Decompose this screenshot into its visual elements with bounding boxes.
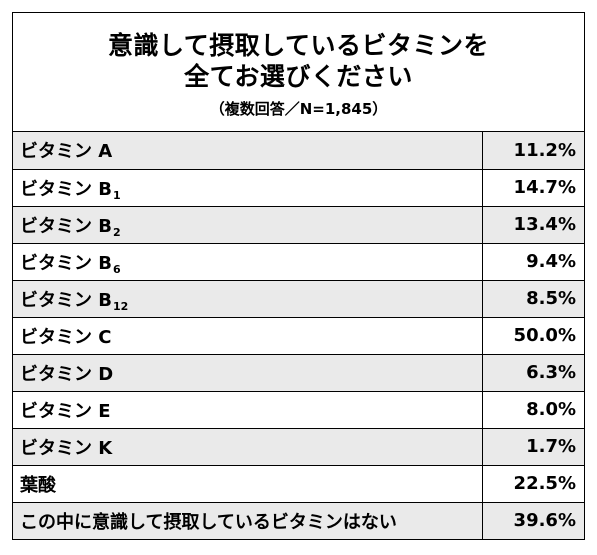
row-label-text: ビタミン B [20,215,112,237]
row-value: 6.3% [481,353,584,391]
data-table: ビタミン A 11.2% ビタミン B1 14.7% ビタミン B2 13.4% ビタミン … [13,132,584,539]
row-label-text: ビタミン B [20,289,112,311]
row-label-text: ビタミン K [20,437,113,459]
row-value: 14.7% [481,168,584,206]
row-label-text: この中に意識して摂取しているビタミンはない [20,511,397,533]
row-value: 8.0% [481,390,584,428]
row-label: ビタミン D [13,353,482,391]
row-label-subscript: 12 [113,299,129,313]
row-value: 9.4% [481,242,584,280]
table-row: ビタミン K 1.7% [13,427,584,465]
table-row: ビタミン A 11.2% [13,132,584,169]
row-value: 1.7% [481,427,584,465]
row-label: 葉酸 [13,464,482,502]
table-row: ビタミン C 50.0% [13,316,584,354]
row-label: ビタミン B6 [13,242,482,280]
row-label: ビタミン C [13,316,482,354]
table-row: ビタミン B1 14.7% [13,168,584,206]
row-label-text: ビタミン B [20,178,112,200]
row-label-text: 葉酸 [20,474,56,496]
row-value: 50.0% [481,316,584,354]
chart-title-line-1: 意識して摂取しているビタミンを [107,31,489,60]
row-label-text: ビタミン A [20,141,113,163]
row-label-text: ビタミン D [20,363,114,385]
row-label-subscript: 1 [113,188,121,202]
table-row: ビタミン B6 9.4% [13,242,584,280]
chart-subtitle: （複数回答／N=1,845） [209,100,388,118]
row-value: 11.2% [481,132,584,169]
row-label-text: ビタミン E [20,400,111,422]
row-label-text: ビタミン C [20,326,112,348]
table-row: ビタミン D 6.3% [13,353,584,391]
table-row: ビタミン E 8.0% [13,390,584,428]
table-row: ビタミン B12 8.5% [13,279,584,317]
chart-title-line-2: 全てお選びください [184,62,413,91]
row-label: ビタミン E [13,390,482,428]
row-label-subscript: 2 [113,225,121,239]
table-header: 意識して摂取しているビタミンを 全てお選びください （複数回答／N=1,845） [13,13,584,132]
table-row: ビタミン B2 13.4% [13,205,584,243]
table-row: この中に意識して摂取しているビタミンはない 39.6% [13,501,584,539]
row-label-text: ビタミン B [20,252,112,274]
row-label-subscript: 6 [113,262,121,276]
row-value: 8.5% [481,279,584,317]
row-label: この中に意識して摂取しているビタミンはない [13,501,482,539]
row-label: ビタミン B1 [13,168,482,206]
row-label: ビタミン B2 [13,205,482,243]
row-label: ビタミン B12 [13,279,482,317]
chart-title: 意識して摂取しているビタミンを 全てお選びください [13,13,584,92]
table-row: 葉酸 22.5% [13,464,584,502]
table-body: ビタミン A 11.2% ビタミン B1 14.7% ビタミン B2 13.4% ビタミン … [13,132,584,539]
table-frame: 意識して摂取しているビタミンを 全てお選びください （複数回答／N=1,845）… [12,12,585,540]
row-value: 39.6% [481,501,584,539]
row-label: ビタミン A [13,132,482,169]
row-label: ビタミン K [13,427,482,465]
row-value: 13.4% [481,205,584,243]
row-value: 22.5% [481,464,584,502]
